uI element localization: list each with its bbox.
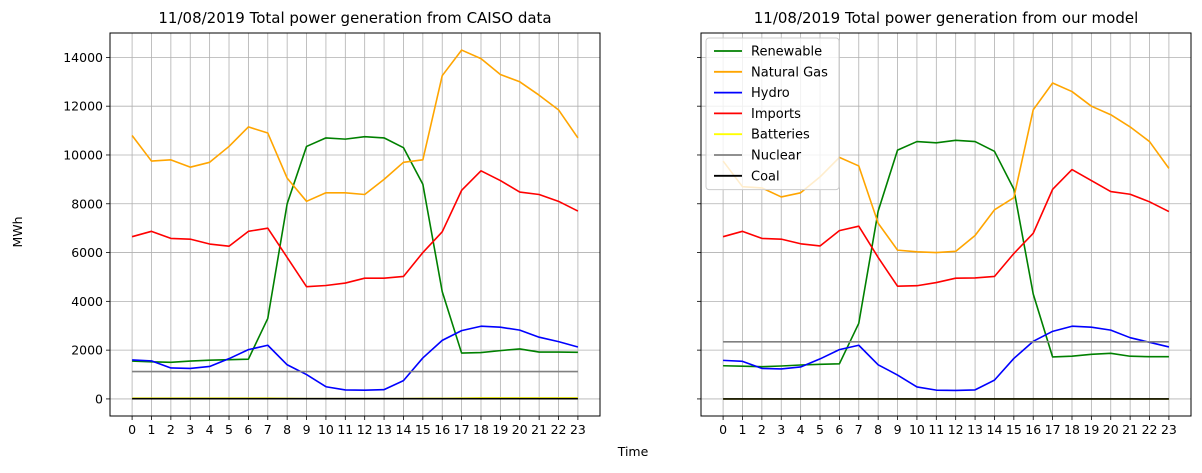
- x-tick-label: 17: [454, 422, 470, 437]
- x-tick-label: 11: [928, 422, 944, 437]
- legend-label: Nuclear: [751, 149, 802, 164]
- x-tick-label: 22: [1142, 422, 1158, 437]
- series-line-imports: [131, 170, 579, 288]
- chart-title: 11/08/2019 Total power generation from o…: [754, 9, 1139, 27]
- x-tick-label: 2: [758, 422, 766, 437]
- y-tick-label: 2000: [71, 343, 103, 358]
- x-tick-label: 5: [225, 422, 233, 437]
- x-tick-label: 13: [376, 422, 392, 437]
- chart-right: 11/08/2019 Total power generation from o…: [697, 9, 1192, 437]
- x-tick-label: 3: [186, 422, 194, 437]
- x-tick-label: 18: [1064, 422, 1080, 437]
- y-axis-label: MWh: [10, 216, 25, 247]
- x-tick-label: 11: [337, 422, 353, 437]
- y-tick-label: 10000: [63, 147, 103, 162]
- x-tick-label: 6: [244, 422, 252, 437]
- x-tick-label: 10: [909, 422, 925, 437]
- series-line-renewable: [723, 139, 1169, 368]
- series-line-natural-gas: [722, 82, 1170, 254]
- x-tick-label: 14: [987, 422, 1003, 437]
- x-tick-label: 15: [415, 422, 431, 437]
- series-line-hydro: [723, 325, 1170, 392]
- x-tick-label: 14: [396, 422, 412, 437]
- x-tick-label: 16: [1025, 422, 1041, 437]
- x-tick-label: 22: [551, 422, 567, 437]
- x-tick-label: 23: [570, 422, 586, 437]
- x-tick-label: 12: [357, 422, 373, 437]
- y-tick-label: 4000: [71, 294, 103, 309]
- x-tick-label: 20: [512, 422, 528, 437]
- x-tick-label: 16: [434, 422, 450, 437]
- y-tick-label: 8000: [71, 196, 103, 211]
- x-tick-label: 9: [303, 422, 311, 437]
- x-tick-label: 3: [777, 422, 785, 437]
- legend-box: [705, 37, 840, 191]
- x-tick-label: 9: [894, 422, 902, 437]
- x-tick-label: 18: [473, 422, 489, 437]
- x-tick-label: 1: [148, 422, 156, 437]
- y-tick-label: 14000: [63, 50, 103, 65]
- x-tick-label: 19: [1083, 422, 1099, 437]
- x-tick-label: 21: [1122, 422, 1138, 437]
- x-tick-label: 17: [1045, 422, 1061, 437]
- legend-label: Batteries: [751, 128, 810, 143]
- x-tick-label: 8: [283, 422, 291, 437]
- x-tick-label: 1: [739, 422, 747, 437]
- x-tick-label: 12: [948, 422, 964, 437]
- chart-title: 11/08/2019 Total power generation from C…: [158, 9, 551, 27]
- x-tick-label: 20: [1103, 422, 1119, 437]
- legend-label: Renewable: [751, 45, 822, 60]
- x-tick-label: 15: [1006, 422, 1022, 437]
- y-tick-label: 6000: [71, 245, 103, 260]
- series-line-natural-gas: [131, 49, 579, 203]
- plot-frame: [109, 32, 601, 417]
- chart-left: 11/08/2019 Total power generation from C…: [63, 9, 601, 437]
- x-tick-label: 5: [816, 422, 824, 437]
- legend-label: Hydro: [751, 86, 790, 101]
- y-tick-label: 12000: [63, 99, 103, 114]
- legend-label: Imports: [751, 107, 801, 122]
- x-tick-label: 7: [264, 422, 272, 437]
- plot-frame: [700, 32, 1192, 417]
- x-tick-label: 19: [492, 422, 508, 437]
- x-tick-label: 4: [797, 422, 805, 437]
- x-tick-label: 0: [128, 422, 136, 437]
- x-tick-label: 2: [167, 422, 175, 437]
- x-tick-label: 0: [719, 422, 727, 437]
- x-tick-label: 6: [835, 422, 843, 437]
- series-line-hydro: [132, 325, 579, 391]
- legend-label: Coal: [751, 169, 780, 184]
- y-tick-label: 0: [95, 391, 103, 406]
- x-tick-label: 23: [1161, 422, 1177, 437]
- x-tick-label: 13: [967, 422, 983, 437]
- series-line-renewable: [132, 135, 578, 364]
- x-tick-label: 4: [206, 422, 214, 437]
- legend-label: Natural Gas: [751, 65, 828, 80]
- x-tick-label: 7: [855, 422, 863, 437]
- x-axis-label: Time: [617, 444, 649, 459]
- x-tick-label: 21: [531, 422, 547, 437]
- x-tick-label: 8: [874, 422, 882, 437]
- series-line-imports: [722, 168, 1170, 288]
- x-tick-label: 10: [318, 422, 334, 437]
